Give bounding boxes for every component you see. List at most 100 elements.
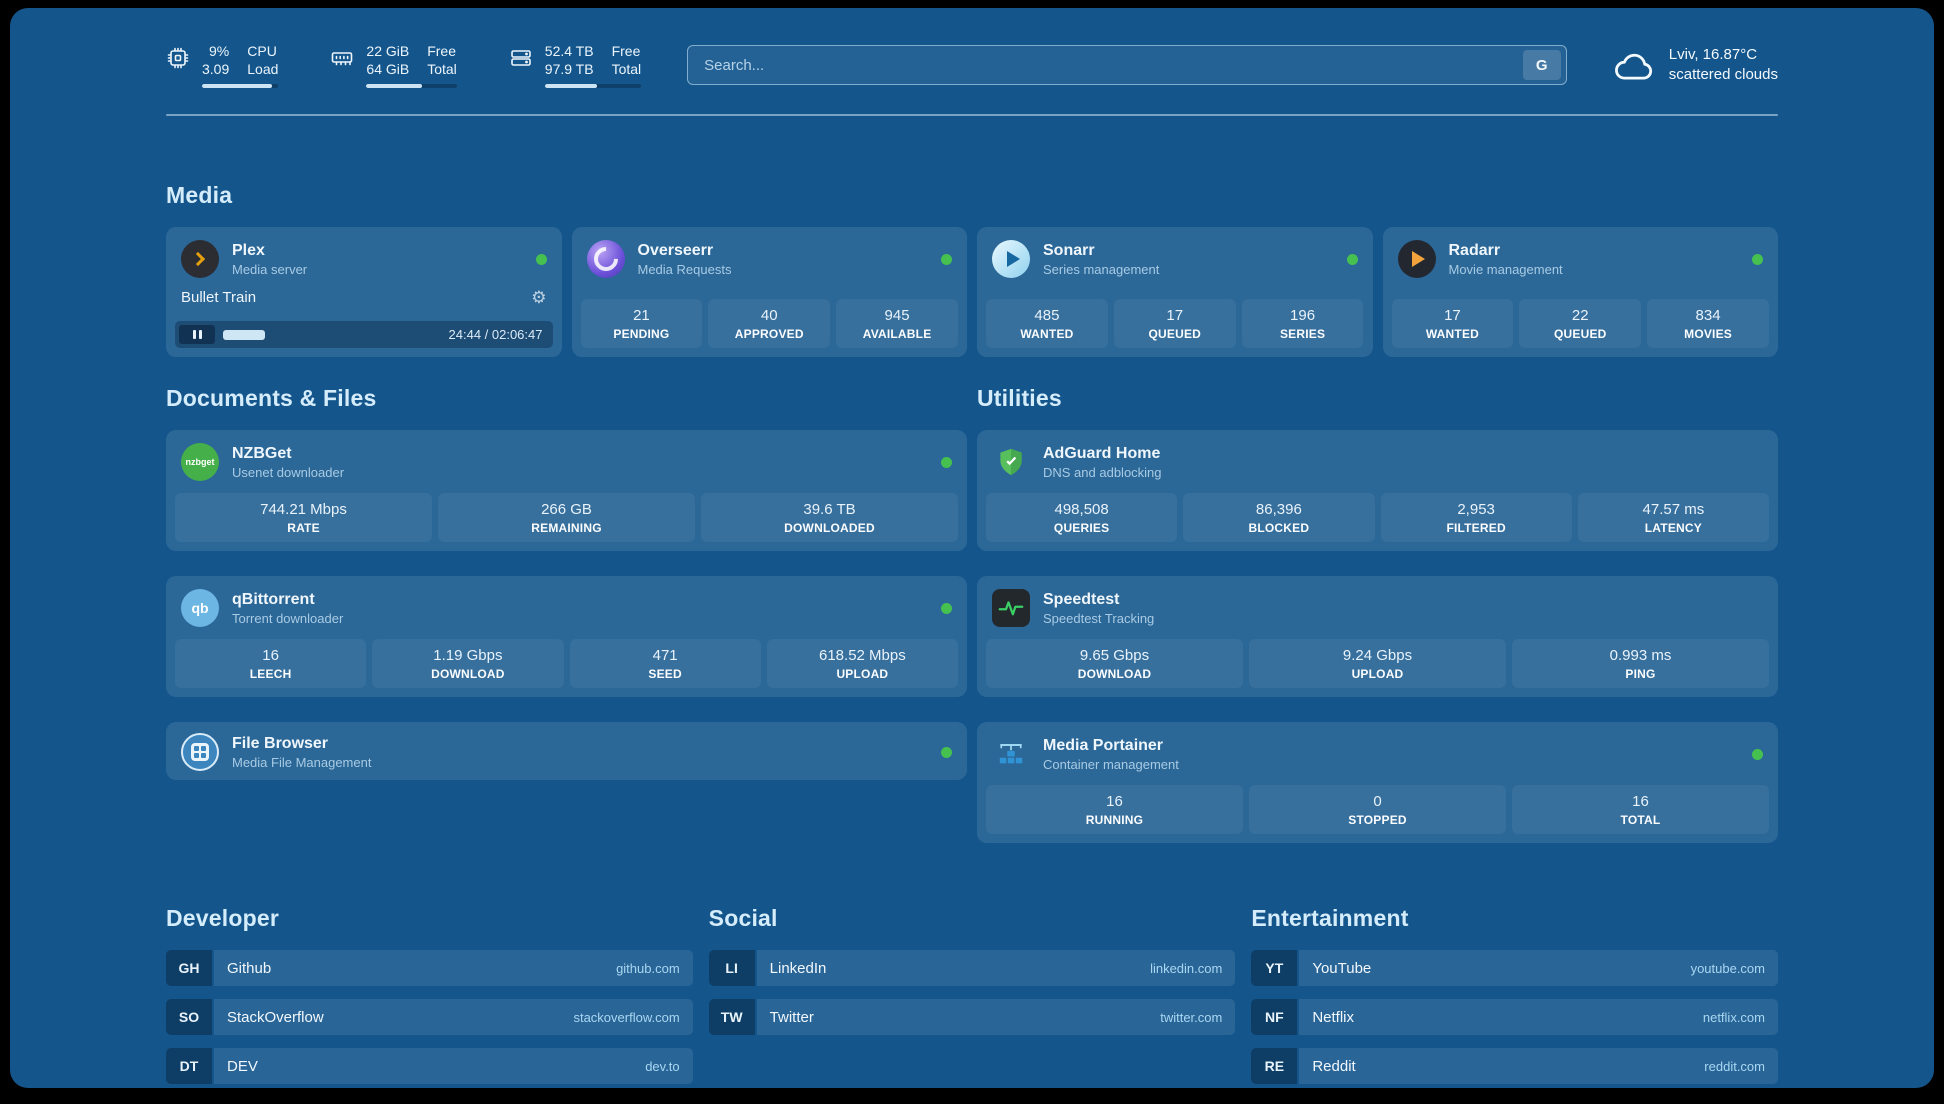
- search-bar[interactable]: G: [687, 45, 1567, 85]
- app-subtitle: Speedtest Tracking: [1043, 610, 1155, 626]
- app-card-radarr[interactable]: Radarr Movie management 17 WANTED 22 QUE…: [1382, 227, 1778, 357]
- bookmark-github[interactable]: GH Github github.com: [166, 950, 693, 986]
- status-dot: [1752, 253, 1763, 265]
- bookmark-url: linkedin.com: [1150, 960, 1223, 976]
- stat-tile: 945 AVAILABLE: [836, 299, 958, 348]
- app-card-speedtest[interactable]: Speedtest Speedtest Tracking 9.65 Gbps D…: [977, 576, 1778, 697]
- stat-tile: 9.24 Gbps UPLOAD: [1249, 639, 1506, 688]
- bookmark-abbr: YT: [1251, 950, 1298, 986]
- cpu-icon: [166, 46, 190, 70]
- bookmark-linkedin[interactable]: LI LinkedIn linkedin.com: [708, 950, 1236, 986]
- section-title-entertainment: Entertainment: [1251, 905, 1409, 931]
- app-card-overseerr[interactable]: Overseerr Media Requests 21 PENDING 40 A…: [571, 227, 967, 357]
- bookmark-netflix[interactable]: NF Netflix netflix.com: [1251, 999, 1778, 1035]
- topbar-divider: [166, 114, 1778, 116]
- weather-condition: scattered clouds: [1668, 66, 1778, 83]
- app-name: File Browser: [232, 734, 329, 752]
- app-name: Sonarr: [1043, 241, 1095, 259]
- section-title-documents: Documents & Files: [166, 385, 377, 411]
- cpu-load-label: Load: [247, 61, 279, 77]
- ram-metric-body: 22 GiB 64 GiB Free Total: [366, 42, 457, 88]
- cpu-load-value: 3.09: [202, 61, 230, 77]
- search-engine-button[interactable]: G: [1522, 50, 1561, 80]
- media-section: Plex Media server Bullet Train ⚙ 24:44 /…: [166, 227, 1778, 357]
- bookmark-name: LinkedIn: [769, 959, 827, 977]
- ram-icon: [330, 46, 354, 70]
- disk-total-label: Total: [611, 61, 642, 77]
- bookmark-youtube[interactable]: YT YouTube youtube.com: [1251, 950, 1778, 986]
- app-name: NZBGet: [232, 444, 292, 462]
- section-title-developer: Developer: [166, 905, 280, 931]
- app-card-portainer[interactable]: Media Portainer Container management 16 …: [977, 722, 1778, 843]
- disk-free-label: Free: [611, 43, 641, 59]
- top-bar: 9% 3.09 CPU Load: [166, 42, 1778, 88]
- status-dot: [941, 602, 952, 614]
- system-metrics: 9% 3.09 CPU Load: [166, 42, 642, 88]
- app-card-qbittorrent[interactable]: qb qBittorrent Torrent downloader 16 LEE…: [166, 576, 967, 697]
- status-dot: [535, 253, 547, 265]
- app-name: Speedtest: [1043, 590, 1120, 608]
- app-subtitle: Media File Management: [232, 754, 372, 770]
- bookmark-name: StackOverflow: [227, 1008, 324, 1026]
- bookmark-name: Netflix: [1312, 1008, 1355, 1026]
- app-card-adguard[interactable]: AdGuard Home DNS and adblocking 498,508 …: [977, 430, 1778, 551]
- status-dot: [1752, 748, 1763, 760]
- developer-links-section: Developer GH Github github.com SO StackO…: [166, 905, 693, 1088]
- status-dot: [1346, 253, 1358, 265]
- bookmark-stackoverflow[interactable]: SO StackOverflow stackoverflow.com: [166, 999, 693, 1035]
- ram-total-value: 64 GiB: [366, 61, 410, 77]
- bookmark-url: youtube.com: [1690, 960, 1765, 976]
- app-subtitle: Movie management: [1448, 261, 1563, 277]
- stat-tile: 471 SEED: [569, 639, 761, 688]
- app-card-sonarr[interactable]: Sonarr Series management 485 WANTED 17 Q…: [977, 227, 1373, 357]
- bookmark-url: netflix.com: [1702, 1009, 1765, 1025]
- app-name: Overseerr: [637, 241, 714, 259]
- bookmark-abbr: GH: [166, 950, 212, 986]
- bookmark-reddit[interactable]: RE Reddit reddit.com: [1251, 1048, 1778, 1084]
- app-name: Plex: [232, 241, 265, 259]
- overseerr-icon: [586, 240, 625, 278]
- now-playing-title: Bullet Train: [181, 289, 257, 306]
- stat-tile: 266 GB REMAINING: [438, 493, 695, 542]
- playback-time: 24:44 / 02:06:47: [448, 327, 543, 342]
- stat-tile: 196 SERIES: [1241, 299, 1364, 348]
- app-name: qBittorrent: [232, 590, 315, 608]
- bookmark-abbr: RE: [1251, 1048, 1298, 1084]
- filebrowser-icon: [181, 733, 219, 771]
- ram-free-value: 22 GiB: [366, 43, 410, 59]
- playback-progress: 24:44 / 02:06:47: [175, 321, 553, 348]
- cpu-metric: 9% 3.09 CPU Load: [166, 42, 279, 88]
- app-card-nzbget[interactable]: nzbget NZBGet Usenet downloader 744.21 M…: [166, 430, 967, 551]
- bookmark-dev[interactable]: DT DEV dev.to: [166, 1048, 693, 1084]
- seek-bar[interactable]: [223, 329, 441, 340]
- cpu-metric-body: 9% 3.09 CPU Load: [202, 42, 279, 88]
- weather-location: Lviv, 16.87°C: [1668, 46, 1758, 63]
- stat-tile: 86,396 BLOCKED: [1183, 493, 1375, 542]
- stat-tile: 0.993 ms PING: [1512, 639, 1769, 688]
- stat-tile: 618.52 Mbps UPLOAD: [766, 639, 958, 688]
- bookmark-abbr: DT: [166, 1048, 212, 1084]
- status-dot: [941, 456, 952, 468]
- disk-icon: [509, 46, 533, 70]
- stat-tile: 47.57 ms LATENCY: [1577, 493, 1769, 542]
- adguard-shield-icon: [992, 443, 1030, 481]
- app-card-plex[interactable]: Plex Media server Bullet Train ⚙ 24:44 /…: [166, 227, 562, 357]
- stat-tile: 834 MOVIES: [1647, 299, 1769, 348]
- app-subtitle: DNS and adblocking: [1043, 464, 1162, 480]
- settings-gear-icon[interactable]: ⚙: [531, 288, 547, 307]
- ram-usage-bar: [366, 84, 457, 88]
- stat-tile: 1.19 Gbps DOWNLOAD: [372, 639, 564, 688]
- app-card-filebrowser[interactable]: File Browser Media File Management: [166, 722, 967, 780]
- app-subtitle: Container management: [1043, 756, 1179, 772]
- app-name: Radarr: [1448, 241, 1501, 259]
- bookmark-url: stackoverflow.com: [573, 1009, 680, 1025]
- cpu-usage-bar: [202, 84, 279, 88]
- search-input[interactable]: [704, 56, 1523, 74]
- ram-metric: 22 GiB 64 GiB Free Total: [330, 42, 457, 88]
- dashboard-page: 9% 3.09 CPU Load: [10, 8, 1934, 1088]
- stat-tile: 22 QUEUED: [1519, 299, 1642, 348]
- qbittorrent-icon: qb: [181, 589, 219, 627]
- stat-tile: 16 TOTAL: [1512, 785, 1769, 834]
- pause-button[interactable]: [179, 325, 215, 344]
- bookmark-twitter[interactable]: TW Twitter twitter.com: [708, 999, 1236, 1035]
